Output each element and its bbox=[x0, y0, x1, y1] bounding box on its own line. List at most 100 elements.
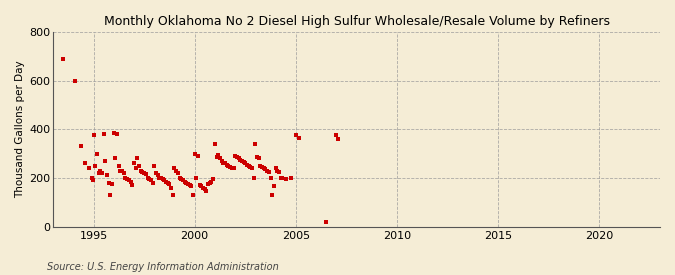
Point bbox=[169, 166, 180, 170]
Point bbox=[176, 177, 186, 181]
Point bbox=[242, 162, 252, 167]
Point bbox=[119, 171, 130, 175]
Point bbox=[248, 176, 259, 180]
Point bbox=[140, 172, 151, 177]
Point bbox=[97, 171, 107, 175]
Point bbox=[223, 164, 234, 168]
Point bbox=[102, 173, 113, 178]
Point bbox=[129, 161, 140, 166]
Point bbox=[267, 193, 277, 197]
Point bbox=[203, 182, 214, 186]
Point bbox=[183, 182, 194, 186]
Point bbox=[228, 166, 239, 170]
Point bbox=[277, 176, 288, 180]
Point bbox=[243, 164, 254, 168]
Text: Source: U.S. Energy Information Administration: Source: U.S. Energy Information Administ… bbox=[47, 262, 279, 272]
Y-axis label: Thousand Gallons per Day: Thousand Gallons per Day bbox=[15, 60, 25, 198]
Point bbox=[236, 159, 247, 163]
Point bbox=[103, 181, 114, 185]
Point bbox=[232, 155, 242, 160]
Point bbox=[286, 176, 296, 180]
Title: Monthly Oklahoma No 2 Diesel High Sulfur Wholesale/Resale Volume by Refiners: Monthly Oklahoma No 2 Diesel High Sulfur… bbox=[103, 15, 610, 28]
Point bbox=[173, 171, 184, 175]
Point bbox=[159, 178, 169, 183]
Point bbox=[125, 179, 136, 184]
Point bbox=[120, 176, 131, 180]
Point bbox=[144, 177, 155, 181]
Point bbox=[206, 179, 217, 184]
Point bbox=[188, 193, 198, 197]
Point bbox=[219, 161, 230, 166]
Point bbox=[147, 181, 158, 185]
Point bbox=[76, 144, 87, 148]
Point bbox=[164, 182, 175, 186]
Point bbox=[107, 182, 117, 186]
Point bbox=[117, 168, 128, 173]
Point bbox=[255, 164, 266, 168]
Point bbox=[137, 170, 148, 174]
Point bbox=[259, 166, 269, 170]
Point bbox=[122, 177, 133, 181]
Point bbox=[165, 185, 176, 190]
Point bbox=[209, 142, 220, 146]
Point bbox=[181, 181, 192, 185]
Point bbox=[221, 162, 232, 167]
Point bbox=[88, 133, 99, 138]
Point bbox=[201, 189, 212, 194]
Point bbox=[134, 164, 144, 168]
Point bbox=[233, 156, 244, 161]
Point bbox=[196, 184, 207, 189]
Point bbox=[270, 166, 281, 170]
Point bbox=[93, 171, 104, 175]
Point bbox=[105, 193, 115, 197]
Point bbox=[90, 164, 101, 168]
Point bbox=[179, 179, 190, 184]
Point bbox=[100, 159, 111, 163]
Point bbox=[186, 184, 196, 189]
Point bbox=[205, 181, 215, 185]
Point bbox=[109, 131, 119, 135]
Point bbox=[161, 179, 171, 184]
Point bbox=[112, 132, 123, 136]
Point bbox=[157, 177, 168, 181]
Point bbox=[184, 183, 195, 188]
Point bbox=[193, 154, 204, 158]
Point bbox=[215, 156, 225, 161]
Point bbox=[110, 156, 121, 161]
Point bbox=[265, 176, 276, 180]
Point bbox=[87, 178, 98, 183]
Point bbox=[272, 168, 283, 173]
Point bbox=[194, 183, 205, 188]
Point bbox=[260, 167, 271, 172]
Point bbox=[218, 161, 229, 166]
Point bbox=[253, 156, 264, 161]
Point bbox=[294, 136, 304, 140]
Point bbox=[238, 160, 249, 164]
Point bbox=[154, 176, 165, 180]
Point bbox=[208, 177, 219, 181]
Point bbox=[256, 165, 267, 169]
Point bbox=[211, 155, 222, 160]
Point bbox=[275, 176, 286, 180]
Point bbox=[127, 183, 138, 188]
Point bbox=[199, 187, 210, 191]
Point bbox=[235, 158, 246, 162]
Point bbox=[132, 156, 143, 161]
Point bbox=[148, 164, 159, 168]
Point bbox=[178, 178, 188, 183]
Point bbox=[80, 161, 91, 166]
Point bbox=[226, 166, 237, 170]
Point bbox=[273, 170, 284, 174]
Point bbox=[84, 166, 95, 170]
Point bbox=[130, 166, 141, 170]
Point bbox=[240, 161, 250, 166]
Point bbox=[124, 178, 134, 183]
Point bbox=[113, 164, 124, 168]
Point bbox=[163, 181, 173, 185]
Point bbox=[333, 137, 344, 141]
Point bbox=[198, 185, 209, 190]
Point bbox=[263, 170, 274, 174]
Point bbox=[92, 152, 103, 156]
Point bbox=[250, 142, 261, 146]
Point bbox=[174, 176, 185, 180]
